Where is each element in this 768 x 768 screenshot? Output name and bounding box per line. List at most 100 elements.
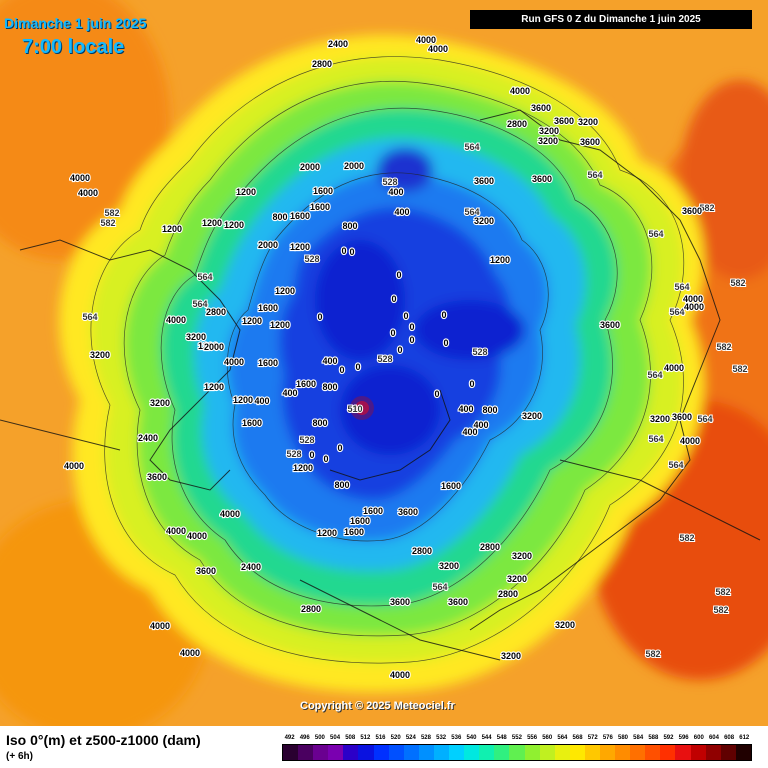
legend-label: 604: [708, 735, 719, 741]
forecast-step: (+ 6h): [6, 751, 33, 762]
freezing-level-label: 0: [309, 450, 314, 460]
legend-color-bar: [282, 744, 752, 761]
legend-label: 500: [314, 735, 325, 741]
freezing-level-label: 400: [254, 396, 269, 406]
freezing-level-label: 1200: [293, 463, 313, 473]
freezing-level-label: 0: [403, 311, 408, 321]
freezing-level-label: 400: [462, 427, 477, 437]
freezing-level-label: 2800: [507, 119, 527, 129]
legend-swatch: [690, 745, 706, 760]
thickness-label: 528: [382, 177, 397, 187]
legend-label: 608: [724, 735, 735, 741]
freezing-level-label: 0: [323, 454, 328, 464]
freezing-level-label: 400: [322, 356, 337, 366]
freezing-level-label: 400: [473, 420, 488, 430]
legend-swatch: [599, 745, 616, 760]
freezing-level-label: 2000: [204, 342, 224, 352]
legend-label: 572: [587, 735, 598, 741]
legend-label: 528: [420, 735, 431, 741]
legend-label: 560: [542, 735, 553, 741]
freezing-level-label: 2000: [300, 162, 320, 172]
freezing-level-label: 4000: [166, 526, 186, 536]
freezing-level-label: 800: [312, 418, 327, 428]
thickness-label: 564: [648, 434, 663, 444]
legend-label: 552: [511, 735, 522, 741]
legend-labels: 492 496 500 504 508 512 516 520 524 528 532 536 540 5…: [282, 732, 752, 744]
freezing-level-label: 3200: [512, 551, 532, 561]
legend-swatch: [313, 745, 329, 760]
freezing-level-label: 400: [388, 187, 403, 197]
thickness-label: 582: [730, 278, 745, 288]
legend-swatch: [630, 745, 646, 760]
freezing-level-label: 2800: [412, 546, 432, 556]
freezing-level-label: 1600: [258, 303, 278, 313]
freezing-level-label: 1600: [313, 186, 333, 196]
legend-swatch: [433, 745, 450, 760]
thickness-label: 582: [716, 342, 731, 352]
freezing-level-label: 1200: [233, 395, 253, 405]
legend-swatch: [418, 745, 434, 760]
legend-label: 508: [345, 735, 356, 741]
freezing-level-label: 1600: [363, 506, 383, 516]
freezing-level-label: 3200: [555, 620, 575, 630]
color-field: [0, 0, 768, 726]
freezing-level-label: 0: [441, 310, 446, 320]
legend-swatch: [283, 745, 299, 760]
freezing-level-label: 3600: [474, 176, 494, 186]
freezing-level-label: 1600: [344, 527, 364, 537]
thickness-labels: 510 528 528 528 528 528 528 564 564 564 564 564 564 5…: [81, 141, 748, 660]
freezing-level-label: 0: [409, 322, 414, 332]
freezing-level-label: 0: [349, 247, 354, 257]
freezing-level-label: 3200: [522, 411, 542, 421]
freezing-level-label: 4000: [78, 188, 98, 198]
legend-swatch: [343, 745, 359, 760]
forecast-date: Dimanche 1 juin 2025: [4, 15, 147, 31]
thickness-label: 564: [464, 142, 479, 152]
legend-label: 600: [693, 735, 704, 741]
color-legend: 492 496 500 504 508 512 516 520 524 528 532 536 540 5…: [282, 732, 752, 761]
freezing-level-label: 0: [391, 294, 396, 304]
freezing-level-label: 2800: [206, 307, 226, 317]
forecast-local-time: 7:00 locale: [22, 36, 125, 58]
freezing-level-label: 3200: [650, 414, 670, 424]
legend-label: 548: [496, 735, 507, 741]
thickness-label: 582: [715, 587, 730, 597]
freezing-level-label: 800: [334, 480, 349, 490]
freezing-level-label: 2400: [241, 562, 261, 572]
freezing-level-label: 3200: [538, 136, 558, 146]
legend-label: 592: [663, 735, 674, 741]
freezing-level-label: 2800: [498, 589, 518, 599]
freezing-level-label: 2800: [312, 59, 332, 69]
freezing-level-label: 0: [355, 362, 360, 372]
freezing-level-label: 3600: [600, 320, 620, 330]
thickness-label: 582: [104, 208, 119, 218]
legend-swatch: [584, 745, 600, 760]
freezing-level-label: 4000: [180, 648, 200, 658]
freezing-level-label: 4000: [70, 173, 90, 183]
thickness-label: 582: [679, 533, 694, 543]
freezing-level-label: 3600: [390, 597, 410, 607]
thickness-label: 528: [304, 254, 319, 264]
legend-swatch: [720, 745, 736, 760]
freezing-level-label: 3600: [147, 472, 167, 482]
thickness-label: 582: [645, 649, 660, 659]
freezing-level-label: 3600: [398, 507, 418, 517]
thickness-label: 564: [82, 312, 97, 322]
legend-swatch: [388, 745, 404, 760]
legend-swatch: [675, 745, 691, 760]
legend-label: 568: [572, 735, 583, 741]
legend-swatch: [298, 745, 314, 760]
legend-swatch: [449, 745, 465, 760]
freezing-level-label: 0: [396, 270, 401, 280]
freezing-level-label: 1600: [296, 379, 316, 389]
freezing-level-label: 3600: [448, 597, 468, 607]
freezing-level-label: 1600: [242, 418, 262, 428]
legend-swatch: [660, 745, 676, 760]
freezing-level-label: 3200: [578, 117, 598, 127]
freezing-level-label: 1600: [290, 211, 310, 221]
freezing-level-label: 1200: [202, 218, 222, 228]
freezing-level-label: 3200: [474, 216, 494, 226]
freezing-level-label: 2800: [301, 604, 321, 614]
freezing-level-label: 800: [322, 382, 337, 392]
